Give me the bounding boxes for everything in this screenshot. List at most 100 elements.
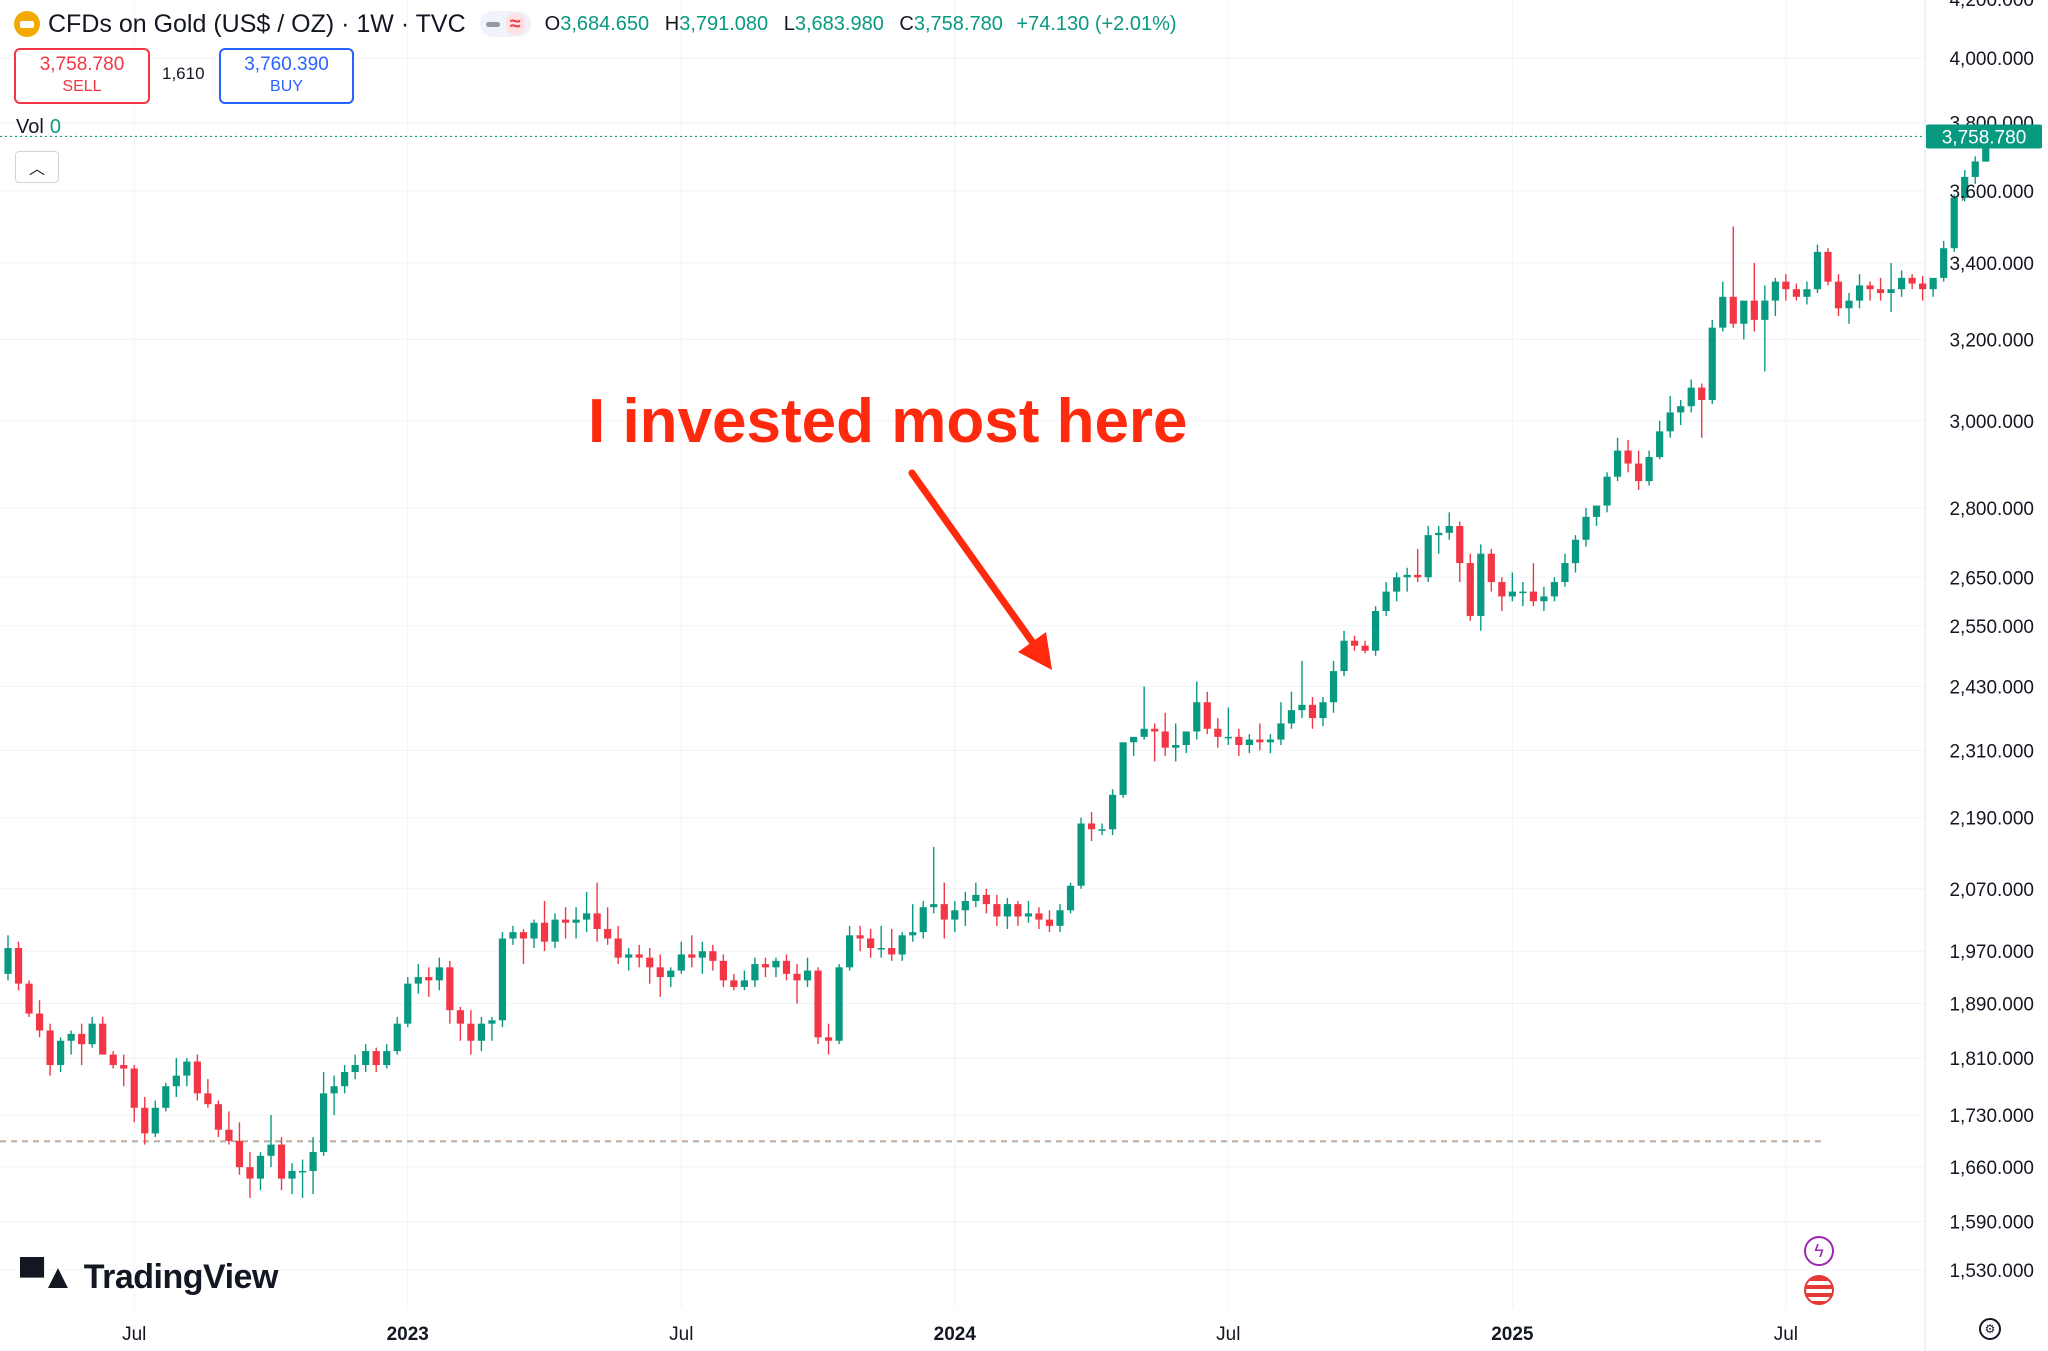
candle — [1203, 691, 1211, 735]
candle — [372, 1047, 380, 1073]
volume-label: Vol — [16, 116, 44, 138]
spread-value: 1,610 — [162, 64, 205, 83]
x-tick-label: 2023 — [387, 1324, 429, 1345]
y-tick-label: 4,200.000 — [1949, 0, 2034, 11]
candle — [930, 846, 938, 914]
sell-price: 3,758.780 — [39, 54, 125, 75]
candle — [1235, 728, 1243, 756]
candle — [330, 1075, 338, 1116]
candle — [456, 1006, 464, 1041]
candle — [646, 948, 654, 984]
volume-legend[interactable]: Vol 0 — [16, 116, 61, 139]
candle — [162, 1082, 170, 1112]
symbol-title[interactable]: CFDs on Gold (US$ / OZ) · 1W · TVC — [48, 9, 466, 38]
candle — [151, 1100, 159, 1138]
candle — [1298, 660, 1306, 719]
candle — [1866, 281, 1874, 301]
time-axis[interactable]: Jul 2023 Jul 2024 Jul 2025 Jul — [122, 1324, 1798, 1345]
candle — [772, 957, 780, 978]
chart-header: CFDs on Gold (US$ / OZ) · 1W · TVC ≈ O3,… — [14, 8, 1177, 40]
lightning-icon[interactable]: ϟ — [1804, 1236, 1834, 1266]
tradingview-logo[interactable]: ▀▲ TradingView — [20, 1258, 278, 1297]
candle — [1613, 437, 1622, 482]
candle — [530, 919, 538, 949]
candle — [509, 925, 517, 945]
candle — [1729, 226, 1737, 328]
candle — [1151, 723, 1159, 762]
candle — [246, 1152, 254, 1198]
candle — [183, 1058, 191, 1087]
candle — [635, 944, 643, 968]
y-tick-label: 2,550.000 — [1949, 617, 2034, 638]
candle — [1066, 882, 1075, 914]
candle — [856, 925, 864, 952]
candle — [1266, 734, 1274, 754]
y-tick-label: 1,890.000 — [1949, 995, 2034, 1016]
candle — [730, 973, 738, 991]
candle — [583, 891, 591, 933]
candle — [1445, 512, 1453, 540]
candle — [656, 954, 664, 997]
chart-grid — [0, 0, 1926, 1351]
candle — [1340, 630, 1348, 677]
collapse-button[interactable]: ︿ — [15, 151, 59, 183]
candle — [719, 954, 727, 987]
candle — [1466, 553, 1474, 621]
settings-icon[interactable]: ⚙ — [1979, 1318, 2001, 1340]
buy-button[interactable]: 3,760.390 BUY — [219, 48, 354, 104]
volume-value: 0 — [49, 116, 61, 138]
candle — [1003, 897, 1011, 930]
candle — [1919, 276, 1927, 301]
candle — [1666, 395, 1674, 438]
candle — [1540, 586, 1548, 612]
candle — [593, 882, 601, 942]
candle — [1624, 439, 1632, 473]
candle — [1256, 723, 1264, 751]
candle — [1592, 505, 1601, 526]
candle — [898, 932, 906, 961]
candle — [1045, 910, 1054, 933]
price-axis[interactable]: 4,200.000 1,530.000 1,590.000 1,660.000 1,73… — [1949, 0, 2034, 1282]
candle — [1876, 277, 1885, 301]
y-tick-label: 3,200.000 — [1949, 330, 2034, 351]
candle — [1971, 156, 1979, 184]
candle — [1224, 707, 1232, 745]
candle — [235, 1122, 244, 1175]
candle — [1803, 281, 1811, 305]
candle — [1277, 702, 1285, 745]
last-price-marker: 3,758.780 — [0, 124, 2042, 149]
candle — [1708, 319, 1716, 405]
candle — [1603, 472, 1611, 513]
close-value: 3,758.780 — [913, 12, 1003, 35]
candle — [1750, 262, 1758, 332]
us-flag-icon[interactable] — [1804, 1275, 1834, 1305]
brand-name: TradingView — [83, 1258, 279, 1296]
candle — [1698, 383, 1706, 438]
candle — [519, 929, 528, 965]
candle — [1519, 582, 1527, 607]
candle — [1582, 507, 1590, 547]
candle — [909, 904, 917, 942]
x-tick-label: 2024 — [934, 1324, 977, 1345]
last-price-label: 3,758.780 — [1942, 127, 2027, 148]
candle — [677, 941, 685, 974]
candle — [1119, 742, 1127, 798]
candle — [540, 901, 549, 952]
candle — [1329, 660, 1338, 713]
candle — [1414, 549, 1422, 583]
candle — [867, 929, 875, 958]
candle — [846, 925, 854, 971]
candle — [835, 964, 843, 1045]
candle — [172, 1058, 180, 1097]
candle — [1529, 563, 1537, 607]
candle — [1098, 823, 1106, 836]
candle — [1950, 194, 1958, 252]
indicator-toggle[interactable]: ≈ — [479, 11, 531, 37]
sell-button[interactable]: 3,758.780 SELL — [14, 48, 150, 104]
candle — [1361, 640, 1369, 654]
y-tick-label: 3,400.000 — [1949, 254, 2034, 275]
candle — [1372, 606, 1380, 656]
candle — [309, 1137, 317, 1195]
candle — [1677, 399, 1685, 426]
